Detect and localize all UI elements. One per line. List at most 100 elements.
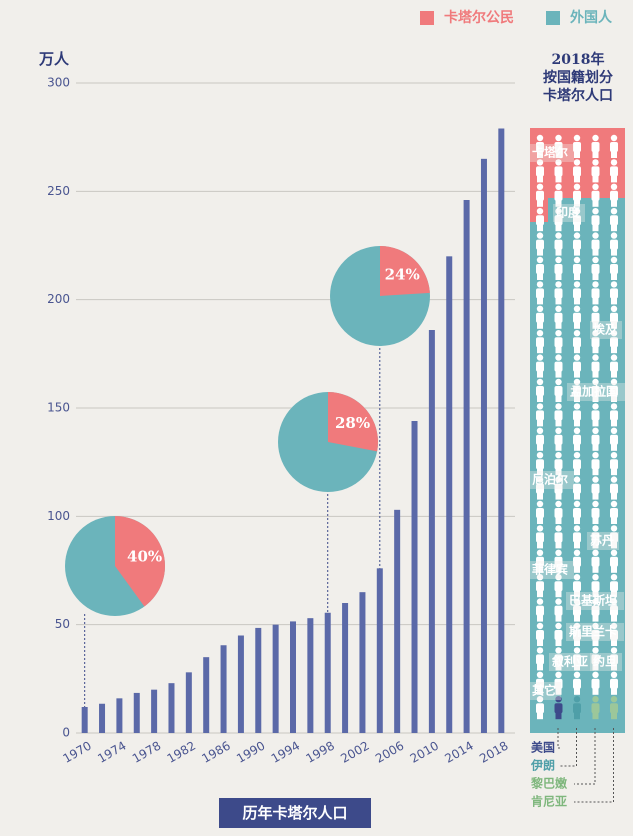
person-head	[536, 159, 544, 166]
person-body	[554, 605, 563, 616]
person-body	[591, 410, 600, 421]
person-legs	[611, 639, 617, 646]
person-body	[591, 678, 600, 689]
person-legs	[537, 199, 543, 207]
person-body	[554, 703, 563, 714]
person-body	[554, 508, 563, 518]
person-body	[610, 142, 618, 152]
person-legs	[611, 297, 617, 305]
person-head	[555, 427, 562, 434]
person-body	[591, 361, 600, 372]
bar	[446, 256, 453, 733]
person-body	[591, 483, 600, 494]
person-legs	[574, 151, 580, 158]
person-head	[555, 671, 562, 678]
person-head	[610, 574, 618, 581]
person-body	[573, 142, 581, 152]
pictogram-label: 埃及	[593, 322, 618, 337]
person-head	[573, 427, 581, 434]
person-head	[610, 696, 618, 703]
person-legs	[537, 346, 543, 354]
person-legs	[574, 199, 580, 207]
person-legs	[555, 151, 562, 158]
person-legs	[574, 492, 580, 500]
person-legs	[537, 370, 543, 378]
person-body	[573, 190, 581, 201]
person-body	[536, 654, 544, 665]
person-head	[536, 330, 544, 337]
person-legs	[592, 151, 599, 158]
pictogram-bottom-label: 肯尼亚	[531, 794, 567, 809]
person-legs	[555, 639, 562, 646]
label-box	[549, 653, 594, 671]
person-legs	[574, 663, 580, 671]
person-head	[610, 622, 618, 630]
person-head	[536, 256, 544, 264]
bar	[498, 128, 505, 733]
person-body	[536, 556, 544, 567]
person-body	[554, 166, 563, 177]
bar	[290, 621, 296, 733]
person-head	[536, 598, 544, 605]
person-body	[536, 581, 544, 592]
person-head	[610, 134, 618, 142]
person-body	[610, 410, 618, 421]
y-tick-label: 300	[47, 76, 70, 90]
bar	[185, 672, 192, 733]
person-legs	[555, 175, 562, 183]
person-head	[555, 549, 562, 556]
person-legs	[555, 590, 562, 598]
person-head	[592, 183, 599, 190]
person-legs	[537, 321, 543, 329]
person-body	[610, 337, 618, 348]
person-body	[573, 630, 581, 640]
person-legs	[537, 639, 543, 646]
person-legs	[537, 468, 543, 476]
person-legs	[555, 614, 562, 622]
bar	[411, 421, 418, 733]
person-head	[610, 159, 618, 166]
person-body	[610, 654, 618, 665]
person-legs	[592, 346, 599, 354]
person-head	[610, 305, 618, 312]
person-body	[610, 166, 618, 177]
person-legs	[537, 273, 543, 280]
person-head	[536, 671, 544, 678]
person-body	[536, 215, 544, 226]
person-head	[555, 281, 562, 288]
person-legs	[592, 517, 599, 524]
person-body	[573, 483, 581, 494]
person-legs	[555, 492, 562, 500]
label-box	[587, 532, 619, 550]
person-head	[555, 159, 562, 166]
person-legs	[555, 712, 562, 720]
person-legs	[611, 565, 617, 573]
person-legs	[574, 346, 580, 354]
person-body	[591, 190, 600, 201]
person-body	[591, 508, 600, 518]
person-body	[573, 264, 581, 274]
person-body	[573, 337, 581, 348]
person-legs	[611, 443, 617, 451]
person-head	[592, 403, 599, 410]
person-body	[610, 605, 618, 616]
person-body	[536, 703, 544, 714]
person-body	[536, 434, 544, 445]
person-body	[591, 532, 600, 543]
person-body	[591, 142, 600, 152]
person-body	[554, 434, 563, 445]
person-legs	[555, 346, 562, 354]
person-legs	[537, 224, 543, 232]
person-head	[592, 281, 599, 288]
chart-title: 历年卡塔尔人口	[242, 804, 347, 822]
person-head	[592, 622, 599, 630]
person-body	[573, 605, 581, 616]
label-box	[529, 471, 574, 489]
person-head	[573, 134, 581, 142]
person-legs	[592, 321, 599, 329]
person-head	[592, 549, 599, 556]
person-head	[573, 159, 581, 166]
legend-swatch	[420, 11, 434, 25]
person-legs	[611, 395, 617, 402]
person-head	[555, 622, 562, 630]
